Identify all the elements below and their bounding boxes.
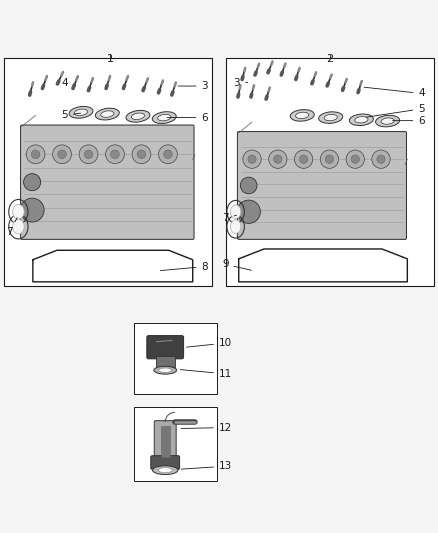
Text: 12: 12 xyxy=(181,423,232,432)
Ellipse shape xyxy=(290,110,314,121)
Circle shape xyxy=(300,155,308,163)
Ellipse shape xyxy=(152,112,176,124)
Ellipse shape xyxy=(74,109,88,116)
Ellipse shape xyxy=(152,466,178,474)
Text: 8: 8 xyxy=(160,262,208,271)
Ellipse shape xyxy=(324,115,337,121)
FancyBboxPatch shape xyxy=(237,132,406,239)
Text: 5: 5 xyxy=(366,104,425,117)
Ellipse shape xyxy=(230,220,241,233)
Circle shape xyxy=(274,155,282,163)
Ellipse shape xyxy=(126,110,150,122)
Text: 7: 7 xyxy=(222,213,237,223)
FancyBboxPatch shape xyxy=(151,456,180,469)
Circle shape xyxy=(243,150,261,168)
Circle shape xyxy=(26,145,45,164)
Text: 5: 5 xyxy=(61,110,81,120)
Circle shape xyxy=(159,145,177,164)
Circle shape xyxy=(20,198,44,222)
Ellipse shape xyxy=(158,468,172,473)
Ellipse shape xyxy=(296,112,309,118)
Ellipse shape xyxy=(230,205,241,219)
Ellipse shape xyxy=(355,117,368,123)
Ellipse shape xyxy=(95,108,119,120)
Circle shape xyxy=(164,150,172,158)
Text: 6: 6 xyxy=(392,116,425,126)
Circle shape xyxy=(377,155,385,163)
Ellipse shape xyxy=(158,115,171,121)
Circle shape xyxy=(79,145,98,164)
Bar xyxy=(226,59,434,286)
Circle shape xyxy=(320,150,339,168)
Bar xyxy=(134,407,217,481)
Circle shape xyxy=(237,200,260,223)
Circle shape xyxy=(111,150,119,158)
Bar xyxy=(155,356,175,367)
Circle shape xyxy=(137,150,146,158)
Circle shape xyxy=(268,150,287,168)
Ellipse shape xyxy=(350,114,373,126)
Ellipse shape xyxy=(13,204,24,219)
Bar xyxy=(161,426,170,457)
Ellipse shape xyxy=(159,368,172,373)
Bar xyxy=(4,59,212,286)
Text: 4: 4 xyxy=(61,77,74,87)
Circle shape xyxy=(106,145,124,164)
Circle shape xyxy=(346,150,364,168)
FancyBboxPatch shape xyxy=(147,336,184,359)
Circle shape xyxy=(248,155,256,163)
Circle shape xyxy=(240,177,257,194)
Ellipse shape xyxy=(13,219,24,234)
Text: 4: 4 xyxy=(364,87,425,99)
Text: 13: 13 xyxy=(181,461,232,471)
Ellipse shape xyxy=(376,115,399,127)
Circle shape xyxy=(84,150,93,158)
Text: 1: 1 xyxy=(107,54,114,64)
Circle shape xyxy=(24,174,41,191)
Circle shape xyxy=(294,150,313,168)
FancyBboxPatch shape xyxy=(21,125,194,239)
Ellipse shape xyxy=(69,107,93,118)
Ellipse shape xyxy=(131,113,145,119)
Ellipse shape xyxy=(154,366,177,374)
Circle shape xyxy=(53,145,71,164)
Ellipse shape xyxy=(101,111,114,117)
Text: 11: 11 xyxy=(180,369,232,379)
Ellipse shape xyxy=(381,118,394,124)
Text: 7: 7 xyxy=(6,217,17,237)
Circle shape xyxy=(372,150,390,168)
Text: 6: 6 xyxy=(167,112,208,123)
Text: 10: 10 xyxy=(187,338,232,348)
Text: 9: 9 xyxy=(222,260,251,270)
Text: 3: 3 xyxy=(178,81,208,91)
Circle shape xyxy=(31,150,40,158)
Circle shape xyxy=(132,145,151,164)
Text: 2: 2 xyxy=(326,54,333,64)
Text: 3: 3 xyxy=(233,77,247,87)
Circle shape xyxy=(351,155,359,163)
FancyBboxPatch shape xyxy=(154,421,176,461)
Circle shape xyxy=(58,150,66,158)
Circle shape xyxy=(325,155,334,163)
Bar xyxy=(134,324,217,393)
Ellipse shape xyxy=(319,112,343,123)
